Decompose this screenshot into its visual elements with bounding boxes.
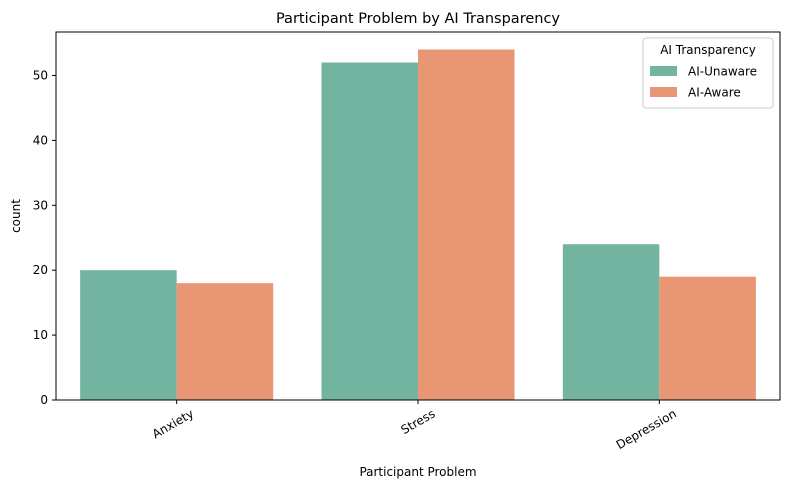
y-tick-label: 0 — [40, 393, 48, 407]
y-tick-label: 40 — [33, 133, 48, 147]
x-axis-label: Participant Problem — [359, 465, 476, 479]
legend-swatch-ai-aware — [650, 87, 677, 97]
bars — [80, 49, 756, 401]
bar-stress-ai-aware — [418, 49, 515, 401]
legend-swatch-ai-unaware — [650, 66, 677, 76]
y-axis-ticks: 0 10 20 30 40 50 — [33, 68, 56, 407]
x-axis-ticks: Anxiety Stress Depression — [150, 400, 679, 452]
y-tick-label: 30 — [33, 198, 48, 212]
x-tick-label: Anxiety — [150, 406, 196, 441]
legend: AI Transparency AI-Unaware AI-Aware — [642, 37, 774, 109]
y-tick-label: 50 — [33, 68, 48, 82]
bar-anxiety-ai-unaware — [80, 270, 177, 400]
x-tick-label: Depression — [614, 406, 679, 452]
legend-label-ai-aware: AI-Aware — [688, 86, 741, 100]
x-tick-label: Stress — [399, 406, 438, 437]
bar-depression-ai-unaware — [562, 244, 660, 400]
legend-items: AI-Unaware AI-Aware — [650, 65, 757, 100]
y-tick-label: 20 — [33, 263, 48, 277]
bar-stress-ai-unaware — [321, 62, 418, 401]
chart-title: Participant Problem by AI Transparency — [276, 11, 560, 27]
bar-depression-ai-aware — [659, 276, 756, 400]
legend-title: AI Transparency — [660, 43, 756, 57]
bar-anxiety-ai-aware — [176, 283, 274, 400]
y-tick-label: 10 — [33, 328, 48, 342]
y-axis-label: count — [9, 199, 23, 233]
legend-label-ai-unaware: AI-Unaware — [688, 65, 757, 79]
